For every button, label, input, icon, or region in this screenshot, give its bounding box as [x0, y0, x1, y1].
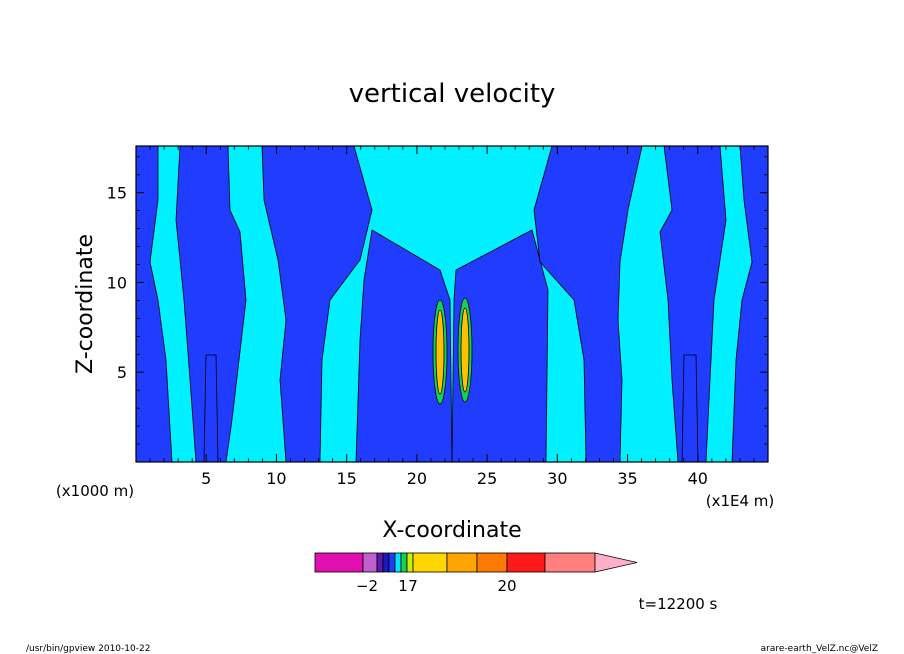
- x-tick-label: 5: [201, 469, 211, 488]
- time-label: t=12200 s: [639, 595, 718, 613]
- colorbar-label: −2: [356, 577, 378, 595]
- updraft-core: [435, 309, 445, 395]
- colorbar-segment: [362, 552, 378, 573]
- x-unit-right: (x1E4 m): [706, 492, 775, 510]
- colorbar-label: 20: [497, 577, 516, 595]
- footer-right: arare-earth_VelZ.nc@VelZ: [761, 644, 878, 654]
- x-tick-label: 20: [407, 469, 427, 488]
- colorbar-extend-arrow: [594, 552, 638, 573]
- colorbar-segment: [406, 552, 414, 573]
- x-unit-left: (x1000 m): [56, 482, 134, 500]
- colorbar-label: 1: [398, 577, 408, 595]
- updraft-core: [460, 307, 470, 393]
- colorbar-segment: [376, 552, 384, 573]
- plot-area: [135, 145, 769, 463]
- x-axis-label: X-coordinate: [382, 518, 521, 543]
- colorbar-segment: [544, 552, 596, 573]
- colorbar-labels: −2 1 7 20: [356, 577, 517, 595]
- y-tick-label: 5: [117, 363, 127, 382]
- x-tick-label: 15: [336, 469, 356, 488]
- colorbar-segment: [388, 552, 396, 573]
- colorbar-label: 7: [408, 577, 418, 595]
- colorbar-segment: [446, 552, 478, 573]
- colorbar-segment: [400, 552, 408, 573]
- colorbar-segment: [476, 552, 508, 573]
- y-tick-label: 10: [107, 273, 127, 292]
- x-tick-label: 25: [477, 469, 497, 488]
- negative-velocity-region: [175, 145, 247, 463]
- y-axis-label: Z-coordinate: [73, 234, 98, 374]
- y-axis: 5 10 15: [107, 156, 768, 445]
- x-tick-label: 35: [617, 469, 637, 488]
- colorbar-segment: [382, 552, 390, 573]
- negative-velocity-region: [203, 354, 219, 463]
- colorbar-segment: [314, 552, 364, 573]
- x-tick-label: 40: [688, 469, 708, 488]
- chart-title: vertical velocity: [349, 79, 556, 109]
- colorbar-segment: [412, 552, 448, 573]
- footer-left: /usr/bin/gpview 2010-10-22: [26, 644, 150, 654]
- x-axis: 5 10 15 20 25 30 35 40: [149, 146, 755, 488]
- colorbar-segment: [506, 552, 546, 573]
- plot-frame: [135, 145, 769, 463]
- colorbar: [314, 552, 638, 573]
- x-tick-label: 30: [547, 469, 567, 488]
- colorbar-segment: [394, 552, 402, 573]
- x-tick-label: 10: [266, 469, 286, 488]
- y-tick-label: 15: [107, 184, 127, 203]
- negative-velocity-region: [681, 354, 699, 463]
